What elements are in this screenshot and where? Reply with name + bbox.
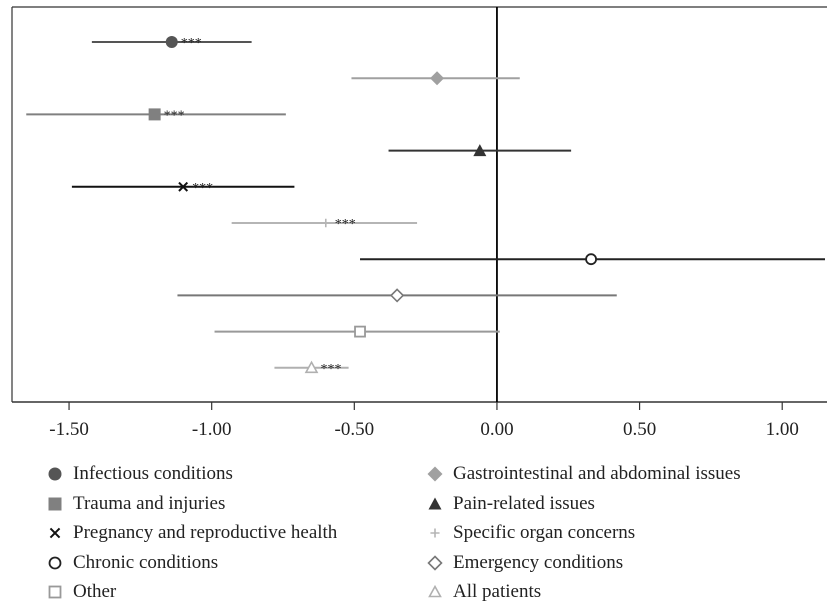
legend-item: Pain-related issues (425, 492, 595, 516)
marker-shape (430, 71, 445, 86)
significance-stars: *** (181, 36, 202, 51)
marker-circle-filled (165, 36, 178, 48)
marker-triangle-filled (473, 144, 487, 157)
marker-diamond-filled (430, 71, 445, 86)
legend-item: Specific organ concerns (425, 521, 635, 545)
legend-item: Chronic conditions (45, 551, 218, 575)
legend-swatch-icon (48, 467, 62, 481)
legend-item: Pregnancy and reproductive health (45, 521, 337, 545)
marker-circle-open (585, 253, 597, 266)
x-axis: -1.50 -1.00 -0.50 0.00 0.50 1.00 (49, 402, 799, 440)
marker-shape (48, 556, 62, 569)
marker-triangle-filled (428, 497, 442, 509)
x-tick-label: -0.50 (335, 419, 375, 440)
row-other (214, 325, 500, 338)
marker-shape (427, 554, 443, 571)
x-tick-label: -1.50 (49, 419, 89, 440)
legend-swatch-icon (428, 497, 442, 509)
x-tick-label: -1.00 (192, 419, 232, 440)
marker-shape (48, 585, 62, 599)
legend-swatch-icon (427, 554, 443, 571)
row-all-patients: *** (274, 360, 349, 377)
marker-shape (304, 360, 319, 374)
legend-swatch-icon (428, 584, 442, 598)
marker-square-open (354, 325, 366, 338)
legend-label: Pain-related issues (453, 492, 595, 514)
legend-item: All patients (425, 580, 541, 604)
marker-shape (321, 218, 330, 228)
x-tick-label: 0.00 (480, 419, 513, 440)
marker-shape (48, 467, 62, 481)
marker-shape (389, 288, 405, 303)
legend-item: Infectious conditions (45, 462, 233, 486)
legend: Infectious conditions Gastrointestinal an… (0, 458, 827, 608)
marker-triangle-open (304, 360, 319, 374)
row-pregnancy-and-reproductive-health: *** (71, 181, 295, 196)
legend-swatch-icon (48, 497, 62, 510)
legend-item: Emergency conditions (425, 551, 623, 575)
marker-triangle-open (428, 584, 442, 598)
marker-shape (48, 497, 62, 510)
marker-x (178, 181, 189, 192)
marker-square-filled (48, 497, 62, 510)
marker-shape (428, 497, 442, 509)
legend-label: Emergency conditions (453, 551, 624, 573)
legend-label: Specific organ concerns (453, 522, 636, 543)
legend-item: Gastrointestinal and abdominal issues (425, 462, 741, 486)
marker-shape (585, 253, 597, 266)
legend-swatch-icon (49, 527, 61, 539)
marker-shape (178, 181, 189, 192)
marker-square-open (48, 585, 62, 599)
significance-stars: *** (335, 217, 356, 232)
row-trauma-and-injuries: *** (26, 108, 286, 123)
row-infectious-conditions: *** (91, 36, 252, 51)
plot-area: *** *** *** *** *** (11, 6, 827, 403)
row-emergency-conditions (177, 288, 617, 303)
marker-shape (354, 325, 366, 338)
x-tick-label: 1.00 (766, 419, 799, 440)
marker-shape (165, 36, 178, 48)
marker-shape (49, 527, 61, 539)
marker-diamond-open (427, 554, 443, 571)
marker-plus (321, 218, 330, 228)
legend-swatch-icon (427, 466, 443, 482)
legend-label: Gastrointestinal and abdominal issues (453, 463, 741, 484)
marker-x (49, 527, 61, 539)
legend-label: Infectious conditions (73, 463, 233, 484)
legend-label: Other (73, 581, 117, 602)
marker-shape (427, 466, 443, 482)
legend-item: Trauma and injuries (45, 492, 225, 516)
row-pain-related-issues (388, 144, 572, 157)
significance-stars: *** (321, 362, 342, 377)
legend-label: Chronic conditions (73, 551, 219, 573)
marker-shape (428, 584, 442, 598)
legend-swatch-icon (48, 585, 62, 599)
significance-stars: *** (164, 108, 185, 123)
legend-label: All patients (453, 581, 542, 602)
row-chronic-conditions (360, 253, 825, 266)
row-gastrointestinal-and-abdominal-issues (351, 71, 520, 86)
marker-shape (473, 144, 487, 157)
marker-plus (430, 528, 440, 538)
significance-stars: *** (192, 181, 213, 196)
forest-plot: *** *** *** *** *** -1.50 -1.00 -0.50 0.00 0.50 1… (11, 6, 827, 440)
legend-label: Pregnancy and reproductive health (73, 522, 338, 543)
legend-label: Trauma and injuries (73, 492, 226, 514)
marker-diamond-open (389, 288, 405, 303)
legend-swatch-icon (430, 528, 440, 538)
marker-circle-filled (48, 467, 62, 481)
marker-diamond-filled (427, 466, 443, 482)
legend-item: Other (45, 580, 116, 604)
marker-shape (148, 108, 161, 121)
marker-circle-open (48, 556, 62, 569)
marker-shape (430, 528, 440, 538)
legend-swatch-icon (48, 556, 62, 569)
marker-square-filled (148, 108, 161, 121)
x-tick-label: 0.50 (623, 419, 656, 440)
row-specific-organ-concerns: *** (231, 217, 418, 232)
